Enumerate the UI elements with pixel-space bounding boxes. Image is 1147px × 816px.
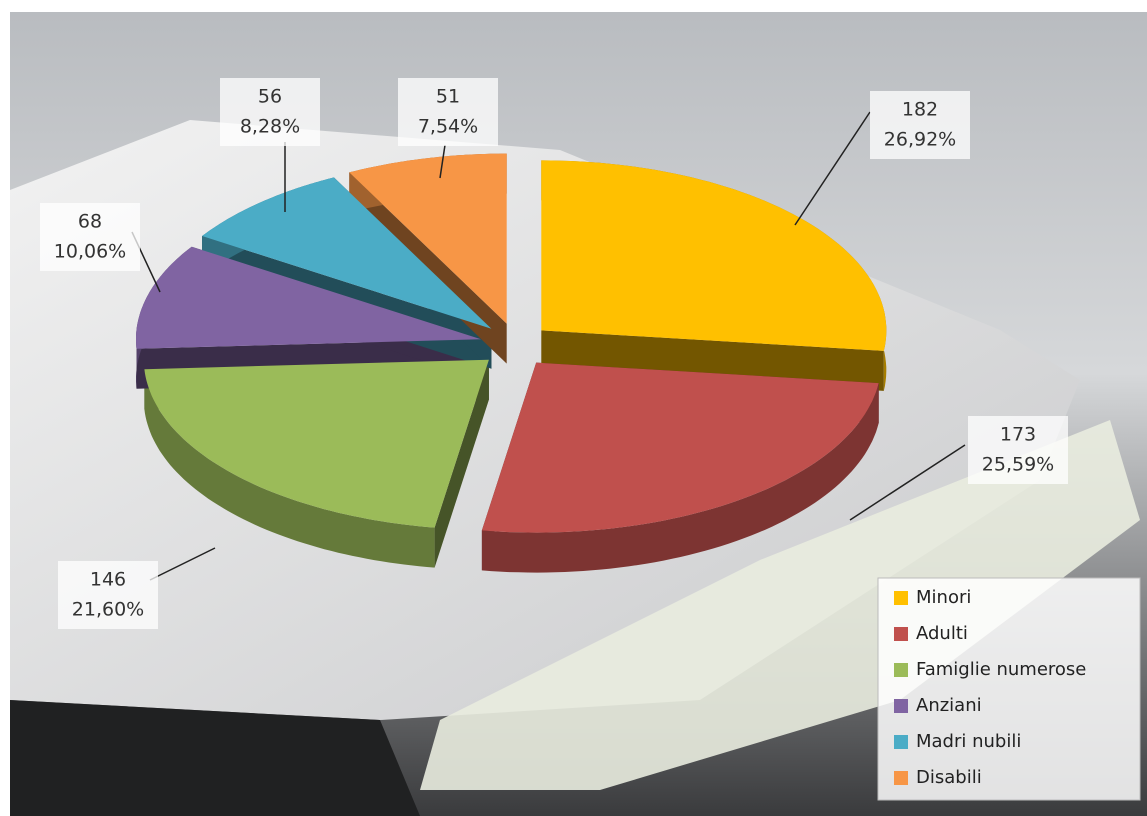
banknotes bbox=[420, 420, 1140, 790]
slice-side bbox=[481, 383, 879, 573]
legend-label: Adulti bbox=[916, 623, 968, 644]
legend-swatch bbox=[894, 699, 908, 713]
leader-line bbox=[149, 547, 216, 581]
slice bbox=[481, 362, 879, 533]
wallet-shadow bbox=[10, 700, 420, 816]
slice bbox=[541, 160, 887, 351]
legend-swatch bbox=[894, 771, 908, 785]
legend-label: Disabili bbox=[916, 767, 982, 788]
slice bbox=[144, 359, 489, 528]
slice bbox=[136, 246, 481, 349]
value-label: 56 bbox=[258, 86, 282, 108]
percent-label: 21,60% bbox=[72, 599, 144, 621]
legend-swatch bbox=[894, 663, 908, 677]
slice-side bbox=[434, 359, 489, 568]
value-label: 146 bbox=[90, 569, 126, 591]
data-labels: 182 26,92% 173 25,59% 146 21,60% 68 10,06% 56 8,2… bbox=[40, 78, 1068, 629]
label-box bbox=[40, 203, 140, 271]
legend bbox=[877, 577, 1141, 801]
label-box bbox=[58, 561, 158, 629]
label-box bbox=[398, 78, 498, 146]
legend-label: Anziani bbox=[916, 695, 982, 716]
slice-side bbox=[541, 330, 884, 391]
value-label: 182 bbox=[902, 99, 938, 121]
legend-label: Minori bbox=[916, 587, 971, 608]
slice-side bbox=[144, 369, 435, 568]
legend-swatch bbox=[894, 735, 908, 749]
percent-label: 26,92% bbox=[884, 129, 956, 151]
legend-items: Minori Adulti Famiglie numerose Anziani Madr… bbox=[894, 587, 1086, 788]
leader-line bbox=[439, 144, 446, 179]
leader-line bbox=[794, 111, 871, 226]
legend-swatch bbox=[894, 627, 908, 641]
percent-label: 8,28% bbox=[240, 116, 300, 138]
value-label: 68 bbox=[78, 211, 102, 233]
percent-label: 25,59% bbox=[982, 454, 1054, 476]
legend-swatch bbox=[894, 591, 908, 605]
label-box bbox=[220, 78, 320, 146]
percent-label: 7,54% bbox=[418, 116, 478, 138]
value-label: 173 bbox=[1000, 424, 1036, 446]
legend-label: Madri nubili bbox=[916, 731, 1021, 752]
pie bbox=[136, 153, 887, 573]
percent-label: 10,06% bbox=[54, 241, 126, 263]
label-box bbox=[870, 91, 970, 159]
leader-line bbox=[849, 444, 966, 521]
slice bbox=[349, 153, 507, 324]
label-box bbox=[968, 416, 1068, 484]
value-label: 51 bbox=[436, 86, 460, 108]
slice bbox=[202, 177, 492, 329]
legend-label: Famiglie numerose bbox=[916, 659, 1086, 680]
